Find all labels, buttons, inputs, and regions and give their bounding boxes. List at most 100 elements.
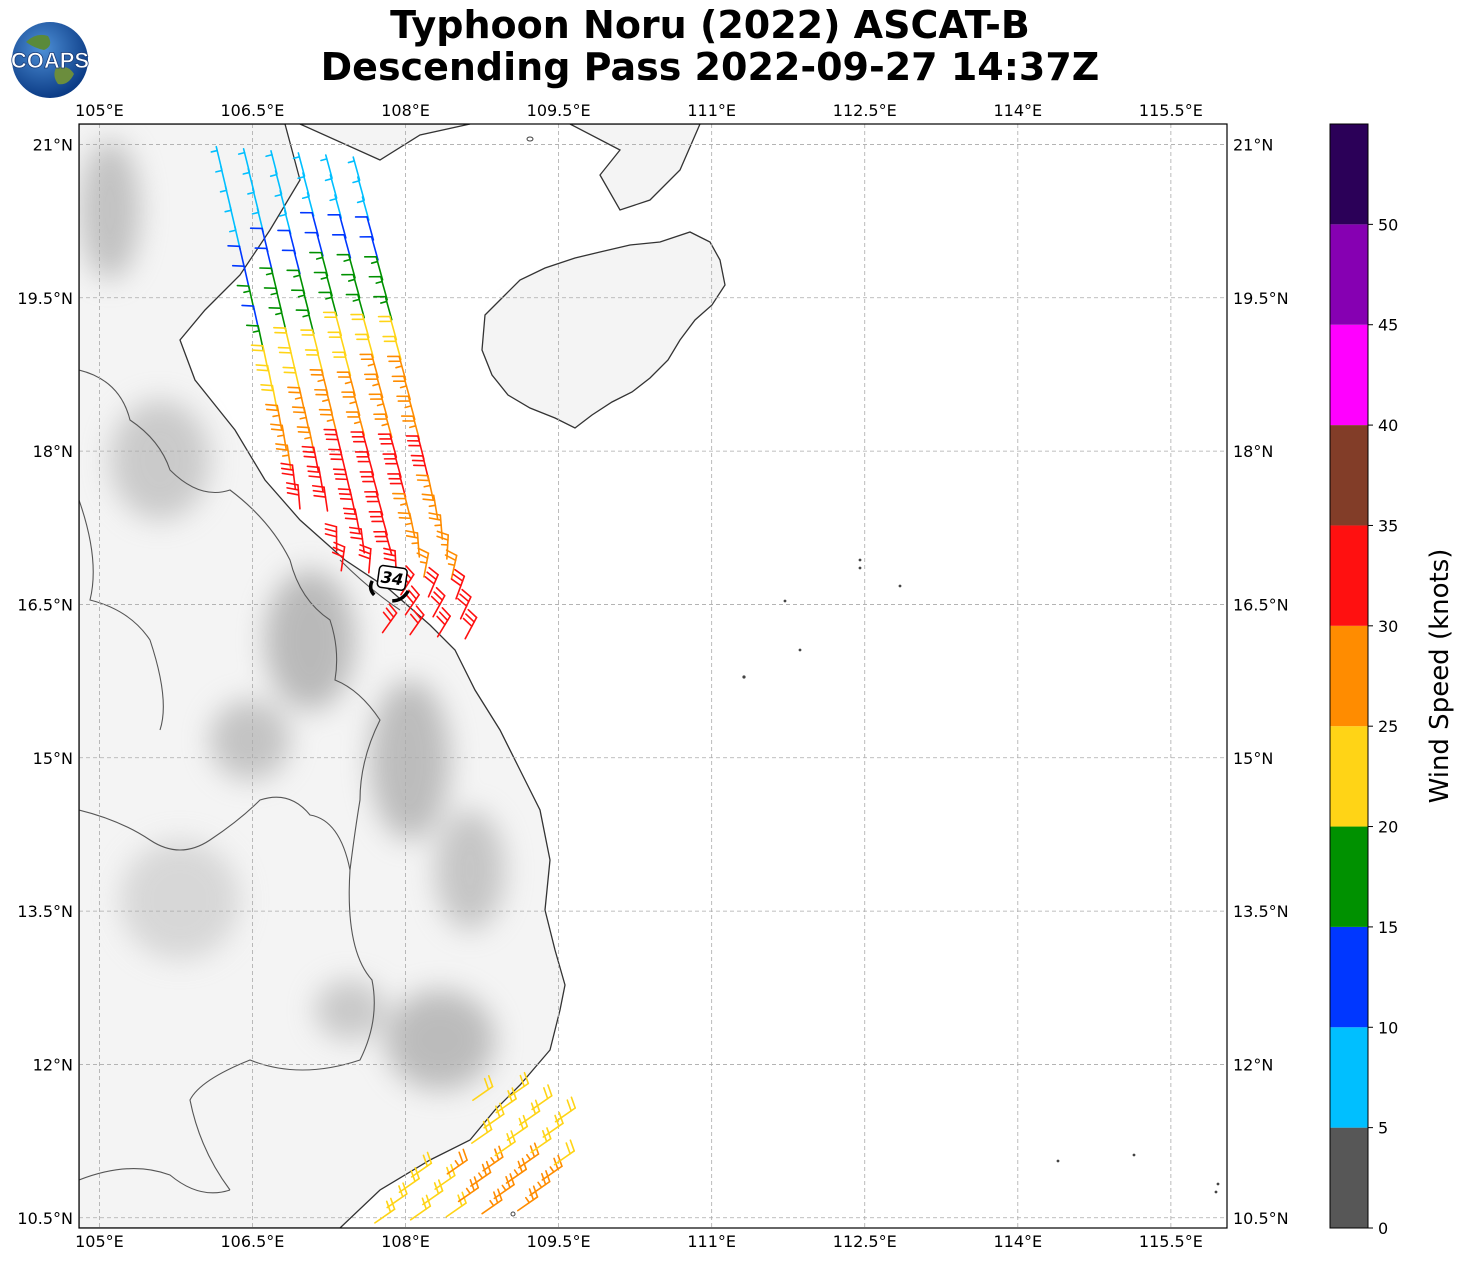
wind-barb	[301, 192, 315, 217]
wind-barb	[270, 423, 287, 450]
lon-tick-label-bottom: 109.5°E	[527, 1232, 591, 1251]
colorbar-bin	[1330, 1027, 1368, 1128]
wind-barb	[530, 1127, 552, 1154]
lon-tick-label-top: 105°E	[75, 101, 124, 120]
lon-tick-label-bottom: 105°E	[75, 1232, 124, 1251]
wind-barb	[291, 406, 310, 432]
wind-barb	[285, 482, 301, 510]
wind-barb	[421, 493, 439, 520]
lon-tick-label-top: 112.5°E	[833, 101, 897, 120]
wind-barb	[470, 1160, 492, 1187]
lat-tick-label-right: 18°N	[1233, 442, 1273, 461]
wind-barb	[332, 468, 352, 494]
wind-barb	[296, 426, 315, 452]
wind-barb	[341, 391, 361, 417]
wind-barb	[297, 172, 310, 197]
wind-barb	[462, 608, 478, 640]
tropical-storm-icon	[368, 580, 410, 603]
wind-barb	[311, 484, 329, 512]
wind-barb	[359, 236, 379, 261]
wind-barb	[331, 233, 352, 259]
wind-barb	[410, 1151, 433, 1178]
wind-barb	[436, 607, 451, 638]
wind-barb	[259, 267, 278, 293]
map-title: Typhoon Noru (2022) ASCAT-B Descending P…	[250, 4, 1170, 88]
wind-barb	[531, 1084, 553, 1111]
colorbar-bin	[1330, 525, 1368, 626]
wind-barb	[399, 565, 415, 596]
globe-icon	[12, 22, 88, 98]
wind-barb	[444, 549, 458, 580]
wind-barb	[493, 1173, 515, 1200]
wind-barb	[306, 465, 324, 492]
lat-tick-label-left: 18°N	[33, 442, 73, 461]
lat-tick-label-right: 15°N	[1233, 749, 1273, 768]
wind-barb	[277, 346, 297, 373]
wind-barb	[529, 1170, 551, 1197]
wind-barb	[275, 443, 292, 470]
wind-barb	[392, 492, 411, 518]
wind-barb	[332, 351, 352, 377]
logo-text: COAPS	[11, 48, 89, 73]
wind-barb	[227, 245, 246, 271]
wind-barb	[254, 247, 274, 273]
wind-barb	[416, 547, 430, 578]
wind-barb	[409, 605, 425, 636]
wind-barb	[277, 229, 297, 255]
wind-barb	[450, 568, 466, 600]
wind-barb	[274, 189, 287, 215]
small-islands	[510, 136, 1220, 1217]
axis-tick-labels: 105°E 105°E 106.5°E 106.5°E 108°E 108°E 109.5°…	[17, 101, 1288, 1251]
wind-barb	[301, 445, 320, 472]
wind-barb	[263, 287, 283, 313]
wind-barb	[383, 547, 398, 576]
wind-barb	[336, 371, 356, 397]
wind-barb	[482, 1145, 504, 1172]
wind-barb	[386, 355, 407, 381]
wind-barb	[382, 335, 402, 361]
wind-barb	[354, 216, 375, 241]
wind-barb	[424, 566, 439, 598]
wind-barb	[215, 165, 228, 191]
wind-barb	[347, 156, 361, 182]
coaps-logo: COAPS	[10, 22, 90, 98]
wind-barb	[387, 473, 407, 498]
wind-barb	[299, 211, 320, 237]
wind-barb	[265, 403, 283, 430]
wind-barb	[292, 152, 306, 177]
wind-barb	[368, 275, 388, 301]
wind-barb	[324, 523, 338, 552]
wind-barb	[363, 373, 384, 399]
ocean-area	[79, 124, 1227, 1228]
wind-barb	[457, 1176, 480, 1203]
lon-tick-label-bottom: 106.5°E	[221, 1232, 285, 1251]
wind-barb	[251, 207, 264, 233]
storm-label: 34	[380, 567, 405, 589]
wind-barb	[345, 411, 366, 437]
wind-barb	[309, 251, 329, 277]
lat-tick-label-right: 13.5°N	[1233, 902, 1289, 921]
wind-barb	[280, 462, 297, 490]
colorbar-tick-label: 15	[1378, 918, 1398, 937]
wind-barb	[309, 369, 329, 395]
wind-barb	[422, 1179, 444, 1206]
wind-barb	[242, 167, 255, 193]
wind-barb	[331, 541, 346, 572]
colorbar: 0 5 10 15 20 25 30 35 40 45 50 Wind Speed (knots)	[1329, 123, 1455, 1238]
wind-barb	[481, 1188, 503, 1215]
lon-tick-label-bottom: 108°E	[381, 1232, 430, 1251]
wind-barb	[341, 273, 361, 299]
land-hainan-island	[481, 231, 726, 429]
wind-barb	[381, 603, 398, 634]
wind-barb	[354, 451, 375, 476]
gridlines	[79, 124, 1227, 1228]
wind-barb	[516, 1185, 539, 1212]
wind-barb	[457, 588, 472, 620]
colorbar-bin	[1330, 425, 1368, 526]
wind-barb	[210, 145, 223, 171]
colorbar-bin	[1330, 826, 1368, 927]
wind-barb	[428, 512, 444, 540]
colorbar-bin	[1330, 124, 1368, 225]
lat-tick-label-left: 10.5°N	[17, 1209, 73, 1228]
wind-barb	[363, 255, 384, 281]
